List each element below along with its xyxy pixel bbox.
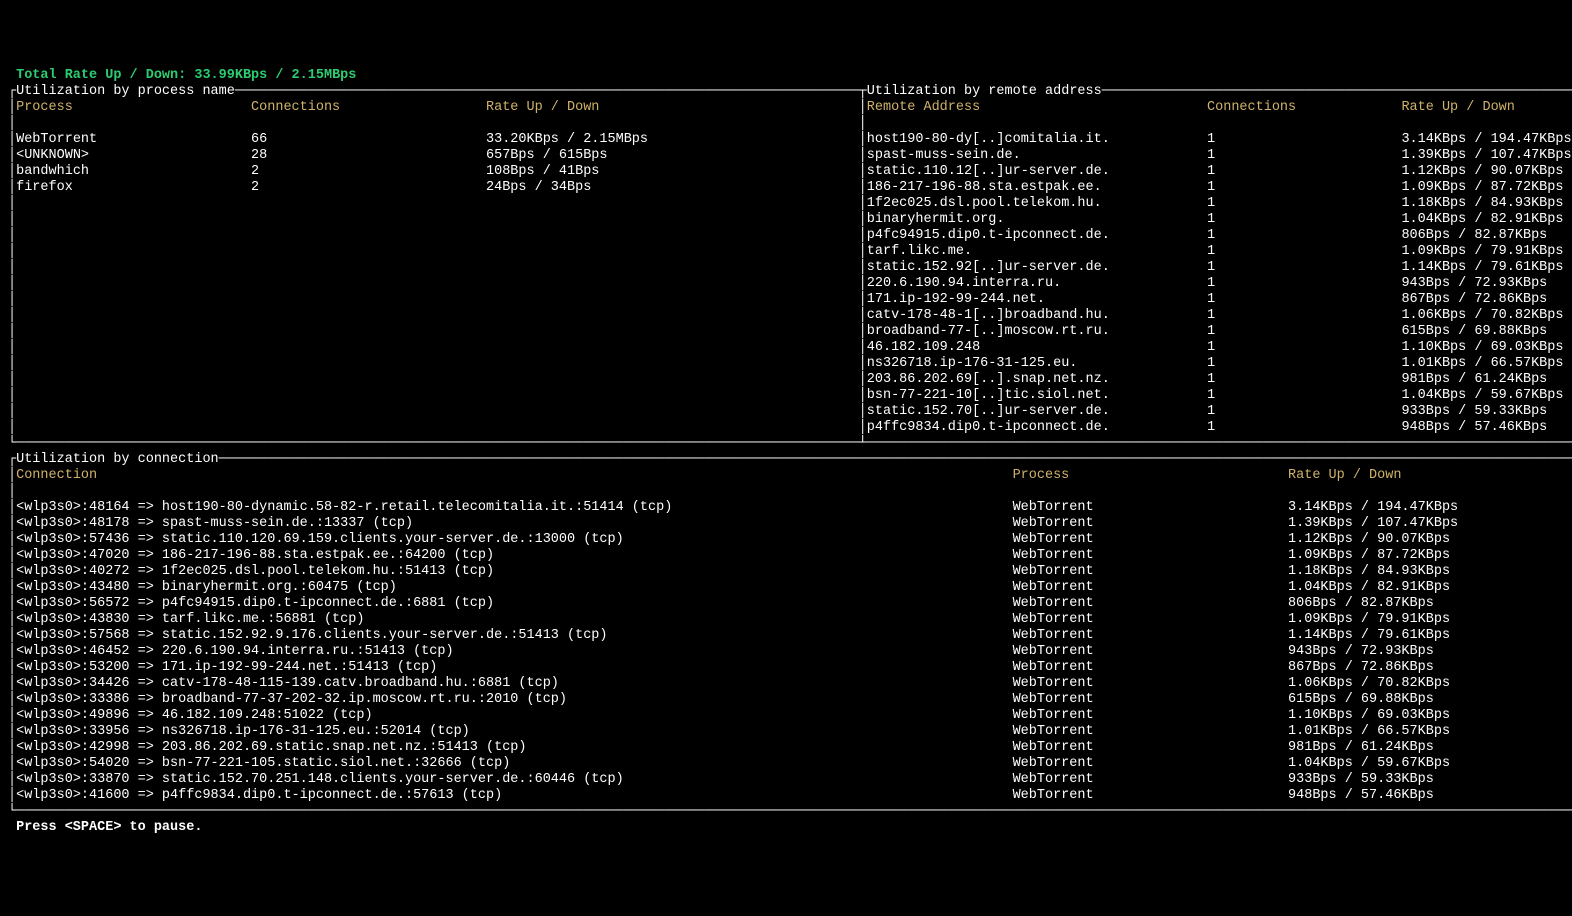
connection-row: <wlp3s0>:43480 => binaryhermit.org.:6047… [16, 580, 1572, 595]
process-row [16, 324, 859, 339]
connection-row: <wlp3s0>:33386 => broadband-77-37-202-32… [16, 692, 1572, 707]
remote-row: host190-80-dy[..]comitalia.it. 1 3.14KBp… [867, 132, 1572, 147]
connection-row: <wlp3s0>:34426 => catv-178-48-115-139.ca… [16, 676, 1572, 691]
connection-row: <wlp3s0>:49896 => 46.182.109.248:51022 (… [16, 708, 1572, 723]
process-row [16, 372, 859, 387]
remote-row: ns326718.ip-176-31-125.eu. 1 1.01KBps / … [867, 356, 1572, 371]
connection-row: <wlp3s0>:57436 => static.110.120.69.159.… [16, 532, 1572, 547]
remote-row: 46.182.109.248 1 1.10KBps / 69.03KBps [867, 340, 1572, 355]
process-row [16, 340, 859, 355]
connection-row: <wlp3s0>:57568 => static.152.92.9.176.cl… [16, 628, 1572, 643]
process-row [16, 404, 859, 419]
panel-process-title: Utilization by process name [16, 84, 235, 99]
remote-row: spast-muss-sein.de. 1 1.39KBps / 107.47K… [867, 148, 1572, 163]
process-row [16, 356, 859, 371]
remote-row: bsn-77-221-10[..]tic.siol.net. 1 1.04KBp… [867, 388, 1572, 403]
connection-row: <wlp3s0>:33956 => ns326718.ip-176-31-125… [16, 724, 1572, 739]
panel-border: ────────────────────────────────────────… [1102, 84, 1572, 99]
process-row [16, 228, 859, 243]
connection-row: <wlp3s0>:41600 => p4ffc9834.dip0.t-ipcon… [16, 788, 1572, 803]
process-row [16, 244, 859, 259]
remote-row: static.110.12[..]ur-server.de. 1 1.12KBp… [867, 164, 1572, 179]
total-rate-label: Total Rate Up / Down: [8, 68, 194, 83]
connection-row: <wlp3s0>:33870 => static.152.70.251.148.… [16, 772, 1572, 787]
process-row: <UNKNOWN> 28 657Bps / 615Bps [16, 148, 859, 163]
process-row: bandwhich 2 108Bps / 41Bps [16, 164, 859, 179]
remote-row: binaryhermit.org. 1 1.04KBps / 82.91KBps [867, 212, 1572, 227]
process-row: firefox 2 24Bps / 34Bps [16, 180, 859, 195]
panel-border: └───────────────────────────────────────… [8, 436, 1572, 451]
panel-connection-headers: Connection Process Rate Up / Down [16, 468, 1572, 483]
remote-row: tarf.likc.me. 1 1.09KBps / 79.91KBps [867, 244, 1572, 259]
total-rate-value: 33.99KBps / 2.15MBps [194, 68, 356, 83]
connection-row: <wlp3s0>:54020 => bsn-77-221-105.static.… [16, 756, 1572, 771]
panel-border: ┌ [8, 452, 16, 467]
process-row: WebTorrent 66 33.20KBps / 2.15MBps [16, 132, 859, 147]
remote-row: static.152.70[..]ur-server.de. 1 933Bps … [867, 404, 1572, 419]
panel-remote-headers: Remote Address Connections Rate Up / Dow… [867, 100, 1572, 115]
remote-row: 186-217-196-88.sta.estpak.ee. 1 1.09KBps… [867, 180, 1572, 195]
panel-border: ┬ [859, 84, 867, 99]
remote-row: 171.ip-192-99-244.net. 1 867Bps / 72.86K… [867, 292, 1572, 307]
process-row [16, 196, 859, 211]
connection-row: <wlp3s0>:43830 => tarf.likc.me.:56881 (t… [16, 612, 1572, 627]
footer-hint: Press <SPACE> to pause. [8, 820, 1564, 836]
panel-process-headers: Process Connections Rate Up / Down [16, 100, 859, 115]
process-row [16, 276, 859, 291]
terminal-root: Total Rate Up / Down: 33.99KBps / 2.15MB… [8, 68, 1564, 836]
panel-connection-title: Utilization by connection [16, 452, 219, 467]
process-row [16, 308, 859, 323]
remote-row: p4ffc9834.dip0.t-ipconnect.de. 1 948Bps … [867, 420, 1572, 435]
connection-row: <wlp3s0>:56572 => p4fc94915.dip0.t-ipcon… [16, 596, 1572, 611]
remote-row: p4fc94915.dip0.t-ipconnect.de. 1 806Bps … [867, 228, 1572, 243]
remote-row: 1f2ec025.dsl.pool.telekom.hu. 1 1.18KBps… [867, 196, 1572, 211]
panel-border: ────────────────────────────────────────… [219, 452, 1572, 467]
panel-border: └───────────────────────────────────────… [8, 804, 1572, 819]
process-row [16, 260, 859, 275]
connection-row: <wlp3s0>:48178 => spast-muss-sein.de.:13… [16, 516, 1572, 531]
header-line: Total Rate Up / Down: 33.99KBps / 2.15MB… [8, 68, 1564, 84]
remote-row: broadband-77-[..]moscow.rt.ru. 1 615Bps … [867, 324, 1572, 339]
connection-row: <wlp3s0>:40272 => 1f2ec025.dsl.pool.tele… [16, 564, 1572, 579]
connection-row: <wlp3s0>:47020 => 186-217-196-88.sta.est… [16, 548, 1572, 563]
remote-row: 220.6.190.94.interra.ru. 1 943Bps / 72.9… [867, 276, 1572, 291]
process-row [16, 388, 859, 403]
connection-row: <wlp3s0>:53200 => 171.ip-192-99-244.net.… [16, 660, 1572, 675]
connection-row: <wlp3s0>:42998 => 203.86.202.69.static.s… [16, 740, 1572, 755]
remote-row: static.152.92[..]ur-server.de. 1 1.14KBp… [867, 260, 1572, 275]
remote-row: 203.86.202.69[..].snap.net.nz. 1 981Bps … [867, 372, 1572, 387]
panel-border: ────────────────────────────────────────… [235, 84, 859, 99]
process-row [16, 420, 859, 435]
panel-remote-title: Utilization by remote address [867, 84, 1102, 99]
connection-row: <wlp3s0>:48164 => host190-80-dynamic.58-… [16, 500, 1572, 515]
connection-row: <wlp3s0>:46452 => 220.6.190.94.interra.r… [16, 644, 1572, 659]
remote-row: catv-178-48-1[..]broadband.hu. 1 1.06KBp… [867, 308, 1572, 323]
panel-border: ┌ [8, 84, 16, 99]
process-row [16, 292, 859, 307]
process-row [16, 212, 859, 227]
